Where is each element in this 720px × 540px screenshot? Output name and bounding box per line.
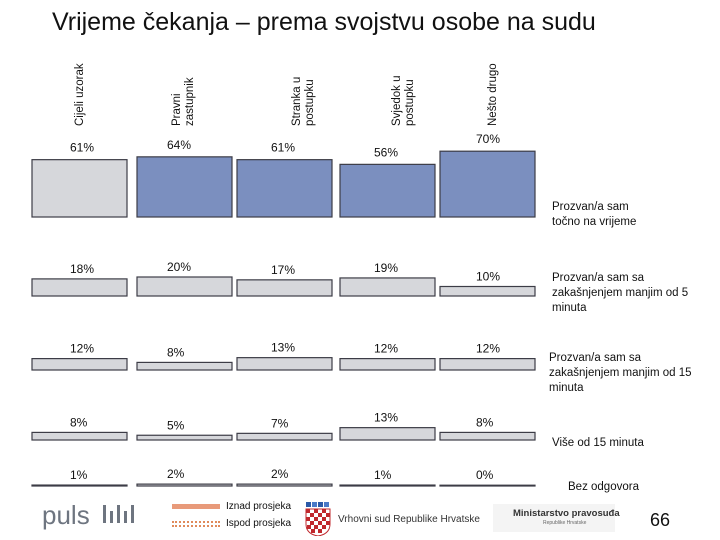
data-label-r1-c0: 18% <box>70 262 94 276</box>
ministry-logo-text: Ministarstvo pravosuđa <box>513 508 620 519</box>
row-label-on-time: Prozvan/a sam točno na vrijeme <box>552 201 637 228</box>
data-label-r0-c1: 64% <box>167 138 191 152</box>
puls-logo-bars-icon <box>103 505 134 523</box>
bar-r2-c1 <box>136 361 233 371</box>
data-label-r3-c2: 7% <box>271 416 289 430</box>
data-label-r4-c0: 1% <box>70 468 88 482</box>
data-label-r4-c4: 0% <box>476 468 494 482</box>
data-label-r3-c1: 5% <box>167 418 185 432</box>
legend-item-above: Iznad prosjeka <box>172 498 291 515</box>
page-title: Vrijeme čekanja – prema svojstvu osobe n… <box>52 8 596 36</box>
page-number: 66 <box>650 510 671 530</box>
data-label-r4-c3: 1% <box>374 468 392 482</box>
data-label-r0-c4: 70% <box>476 132 500 146</box>
data-label-r1-c2: 17% <box>271 263 295 277</box>
bar-r1-c0 <box>31 278 128 297</box>
bar-r2-c4 <box>439 358 536 371</box>
bar-r1-c2 <box>236 279 333 297</box>
data-label-r2-c3: 12% <box>374 342 398 356</box>
legend-label-above: Iznad prosjeka <box>226 501 292 512</box>
data-label-r1-c1: 20% <box>167 260 191 274</box>
row-label-no-answer: Bez odgovora <box>568 481 639 493</box>
ministry-logo: Ministarstvo pravosuđa Republike Hrvatsk… <box>493 504 620 532</box>
legend-label-below: Ispod prosjeka <box>226 518 292 529</box>
supreme-court-logo-text: Vrhovni sud Republike Hrvatske <box>338 514 480 525</box>
data-label-r1-c4: 10% <box>476 270 500 284</box>
data-label-r2-c1: 8% <box>167 345 185 359</box>
bar-r3-c3 <box>339 427 436 441</box>
legend: Iznad prosjeka Ispod prosjeka <box>172 498 291 532</box>
data-label-r1-c3: 19% <box>374 261 398 275</box>
legend-swatch-below <box>172 520 220 527</box>
data-label-r0-c0: 61% <box>70 141 94 155</box>
bar-r0-c3 <box>339 163 436 218</box>
puls-logo: puls <box>42 500 90 530</box>
data-label-r0-c2: 61% <box>271 141 295 155</box>
bar-r3-c4 <box>439 431 536 441</box>
bar-r0-c4 <box>439 150 536 218</box>
data-label-r4-c2: 2% <box>271 467 289 481</box>
bar-r1-c4 <box>439 285 536 297</box>
bar-r4-c3 <box>339 484 436 487</box>
bar-r4-c0 <box>31 484 128 487</box>
bar-r4-c1 <box>136 483 233 487</box>
bar-r3-c2 <box>236 432 333 441</box>
croatian-coat-of-arms-icon <box>305 502 331 536</box>
bar-r3-c1 <box>136 434 233 441</box>
data-label-r2-c4: 12% <box>476 342 500 356</box>
bar-r4-c2 <box>236 483 333 487</box>
bar-r3-c0 <box>31 431 128 441</box>
bar-r2-c3 <box>339 358 436 371</box>
row-label-over-15-min: Više od 15 minuta <box>552 437 644 449</box>
row-label-under-15-min: Prozvan/a sam sa zakašnjenjem manjim od … <box>549 352 692 394</box>
bar-r0-c0 <box>31 159 128 218</box>
data-label-r0-c3: 56% <box>374 145 398 159</box>
data-label-r2-c0: 12% <box>70 342 94 356</box>
bar-r1-c3 <box>339 277 436 297</box>
data-label-r3-c0: 8% <box>70 415 88 429</box>
legend-item-below: Ispod prosjeka <box>172 515 291 532</box>
bar-r0-c1 <box>136 156 233 218</box>
bar-r0-c2 <box>236 159 333 218</box>
bar-r4-c4 <box>439 484 536 487</box>
data-label-r3-c4: 8% <box>476 415 494 429</box>
legend-swatch-above <box>172 504 220 509</box>
data-label-r2-c2: 13% <box>271 341 295 355</box>
ministry-logo-subtext: Republike Hrvatske <box>543 520 587 526</box>
bar-r2-c2 <box>236 357 333 371</box>
data-label-r4-c1: 2% <box>167 467 185 481</box>
bar-r2-c0 <box>31 358 128 371</box>
row-label-under-5-min: Prozvan/a sam sa zakašnjenjem manjim od … <box>552 272 689 314</box>
data-label-r3-c3: 13% <box>374 411 398 425</box>
bar-r1-c1 <box>136 276 233 297</box>
